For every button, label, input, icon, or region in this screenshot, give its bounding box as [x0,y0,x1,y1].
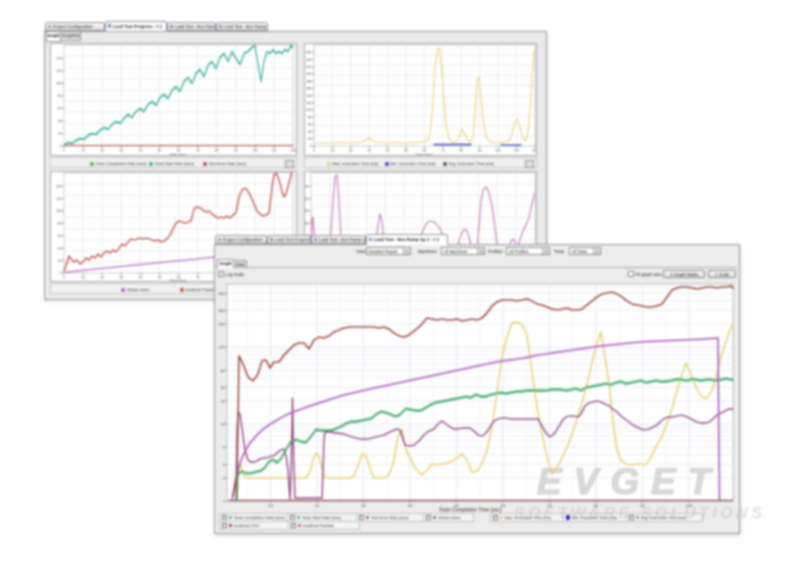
svg-text:200: 200 [218,321,225,326]
svg-text:50: 50 [221,368,226,373]
svg-text:3: 3 [223,462,226,467]
svg-text:20: 20 [308,137,312,141]
svg-text:100: 100 [56,209,62,213]
svg-text:20: 20 [100,276,104,280]
svg-text:80: 80 [215,149,219,153]
svg-text:120: 120 [306,101,312,105]
svg-text:80: 80 [594,503,599,508]
svg-text:240: 240 [306,58,312,62]
svg-text:40: 40 [308,130,312,134]
svg-text:Time [sec]: Time [sec] [170,279,186,281]
svg-text:160: 160 [306,87,312,91]
svg-text:EVGET: EVGET [537,461,722,502]
svg-text:80: 80 [308,115,312,119]
svg-text:0: 0 [60,144,62,148]
svg-text:90: 90 [478,149,482,153]
svg-text:30: 30 [221,385,226,390]
svg-text:20: 20 [100,149,104,153]
svg-text:60: 60 [423,149,427,153]
svg-text:260: 260 [306,51,312,55]
svg-text:1: 1 [223,499,226,504]
svg-text:10: 10 [221,422,226,427]
svg-text:110: 110 [514,149,519,153]
svg-text:70: 70 [441,149,445,153]
svg-text:100: 100 [252,149,258,153]
svg-text:220: 220 [306,65,312,69]
svg-text:10: 10 [81,149,85,153]
svg-text:40: 40 [139,276,143,280]
svg-text:60: 60 [308,123,312,127]
svg-text:20: 20 [58,132,62,136]
svg-text:70: 70 [547,503,552,508]
svg-text:10: 10 [331,149,335,153]
svg-text:500: 500 [218,291,225,296]
svg-text:2: 2 [223,475,226,480]
svg-text:10: 10 [81,276,85,280]
svg-text:20: 20 [221,398,226,403]
svg-text:60: 60 [58,107,62,111]
svg-text:100: 100 [686,503,693,508]
svg-text:120: 120 [56,69,62,73]
svg-text:70: 70 [196,276,200,280]
svg-text:40: 40 [58,246,62,250]
svg-text:180: 180 [306,79,312,83]
svg-text:100: 100 [495,149,501,153]
svg-text:70: 70 [196,149,200,153]
svg-text:60: 60 [58,234,62,238]
svg-text:20: 20 [315,503,320,508]
svg-text:5: 5 [223,445,226,450]
svg-text:80: 80 [58,222,62,226]
svg-text:50: 50 [158,276,162,280]
svg-text:0: 0 [310,144,312,148]
svg-text:90: 90 [640,503,645,508]
svg-text:20: 20 [58,259,62,263]
svg-text:Time [sec]: Time [sec] [416,153,432,155]
svg-text:140: 140 [306,94,312,98]
svg-text:140: 140 [305,184,309,188]
svg-text:20: 20 [349,149,353,153]
svg-text:60: 60 [177,276,181,280]
svg-text:120: 120 [291,149,296,153]
svg-text:300: 300 [218,308,225,313]
svg-text:120: 120 [56,197,62,201]
svg-text:0: 0 [63,149,65,153]
svg-text:120: 120 [305,197,309,201]
svg-text:30: 30 [120,149,124,153]
svg-text:80: 80 [459,149,463,153]
svg-text:100: 100 [56,82,62,86]
svg-text:30: 30 [361,503,366,508]
svg-text:60: 60 [177,149,181,153]
svg-text:90: 90 [234,149,238,153]
svg-text:40: 40 [386,149,390,153]
svg-text:0: 0 [313,149,315,153]
svg-text:40: 40 [139,149,143,153]
svg-text:80: 80 [58,94,62,98]
svg-text:0: 0 [60,271,62,275]
svg-text:80: 80 [305,222,309,226]
svg-text:30: 30 [120,276,124,280]
svg-text:100: 100 [306,108,312,112]
svg-text:140: 140 [56,57,62,61]
svg-text:40: 40 [408,503,413,508]
svg-text:140: 140 [56,184,62,188]
svg-text:110: 110 [272,149,277,153]
svg-text:Tests Completion Time [sec]: Tests Completion Time [sec] [439,508,502,514]
svg-text:10: 10 [268,503,273,508]
svg-text:50: 50 [454,503,459,508]
svg-text:50: 50 [158,149,162,153]
svg-text:0: 0 [63,276,65,280]
svg-text:100: 100 [305,209,309,213]
svg-text:120: 120 [532,149,536,153]
svg-text:50: 50 [404,149,408,153]
svg-text:Time [sec]: Time [sec] [170,153,186,155]
svg-text:40: 40 [58,119,62,123]
svg-text:200: 200 [306,72,312,76]
svg-text:100: 100 [218,345,225,350]
svg-text:30: 30 [367,149,371,153]
svg-text:60: 60 [501,503,506,508]
